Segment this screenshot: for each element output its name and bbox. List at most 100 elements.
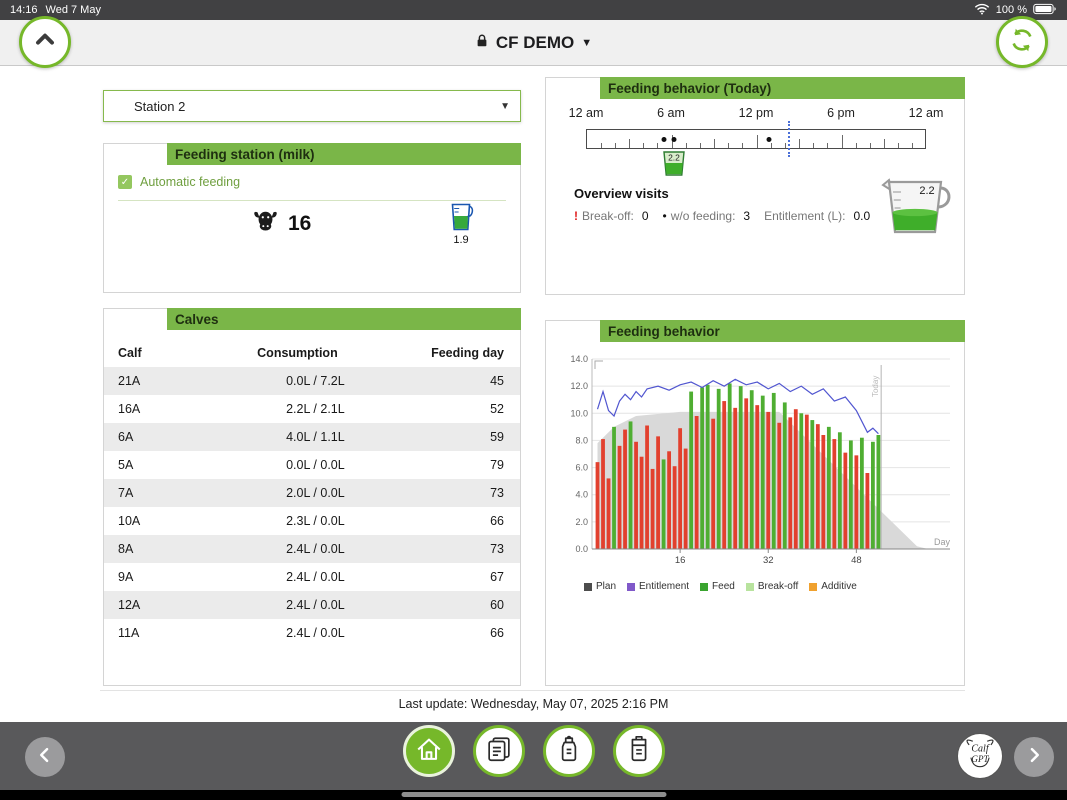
bottle-icon <box>554 734 584 769</box>
refresh-button[interactable] <box>996 16 1048 68</box>
timeline-cup-value: 2.2 <box>668 153 680 163</box>
svg-text:6.0: 6.0 <box>575 463 588 473</box>
entitlement-value: 0.0 <box>853 209 871 223</box>
calves-panel: Calves Calf Consumption Feeding day 21A 0… <box>103 308 521 686</box>
nav-back-button[interactable] <box>25 737 65 777</box>
visit-dot <box>671 137 677 142</box>
behavior-chart-title: Feeding behavior <box>600 320 965 342</box>
svg-text:4.0: 4.0 <box>575 490 588 500</box>
svg-text:Day: Day <box>934 537 951 547</box>
legend-swatch <box>584 582 592 591</box>
timeline-tick <box>728 143 730 148</box>
col-header-calf: Calf <box>118 346 142 360</box>
table-row[interactable]: 21A 0.0L / 7.2L 45 <box>104 367 520 395</box>
svg-text:8.0: 8.0 <box>575 435 588 445</box>
feeding-day-cell: 79 <box>490 458 504 472</box>
timeline-tick <box>770 143 772 148</box>
break-off-label: Break-off: <box>582 209 634 223</box>
timeline-bar <box>586 129 926 149</box>
table-row[interactable]: 12A 2.4L / 0.0L 60 <box>104 591 520 619</box>
svg-text:2.0: 2.0 <box>575 517 588 527</box>
consumption-cell: 0.0L / 7.2L <box>286 374 345 388</box>
chevron-down-icon: ▼ <box>581 36 593 49</box>
nav-forward-button[interactable] <box>1014 737 1054 777</box>
legend-swatch <box>627 582 636 591</box>
timeline-tick <box>898 143 900 148</box>
legend-label: Feed <box>712 581 735 592</box>
timeline-tick <box>912 143 914 148</box>
svg-text:16: 16 <box>675 555 686 566</box>
table-header-row: Calf Consumption Feeding day <box>104 339 520 367</box>
home-indicator[interactable] <box>401 792 666 797</box>
table-row[interactable]: 8A 2.4L / 0.0L 73 <box>104 535 520 563</box>
scroll-top-button[interactable] <box>19 16 71 68</box>
feeding-day-cell: 60 <box>490 598 504 612</box>
entitlement-label: Entitlement (L): <box>764 209 846 223</box>
timeline-tick <box>600 143 602 148</box>
svg-text:Today: Today <box>871 376 880 397</box>
break-off-value: 0 <box>641 209 649 223</box>
checkbox-checked-icon[interactable]: ✓ <box>118 175 132 189</box>
tab-reports[interactable] <box>472 725 525 777</box>
chevron-left-icon <box>35 745 55 770</box>
battery-icon <box>1033 3 1057 18</box>
header: CF DEMO ▼ <box>0 20 1067 66</box>
calf-count-group: 16 <box>252 208 311 240</box>
timeline-tick <box>827 143 829 148</box>
chevron-down-icon: ▼ <box>500 100 510 112</box>
automatic-feeding-label: Automatic feeding <box>140 175 241 189</box>
feeding-day-cell: 67 <box>490 570 504 584</box>
calf-id-cell: 7A <box>118 486 134 500</box>
cow-icon <box>252 208 279 240</box>
legend-label: Plan <box>596 581 617 592</box>
automatic-feeding-toggle[interactable]: ✓ Automatic feeding <box>118 175 240 189</box>
timeline-tick <box>742 143 744 148</box>
timeline-tick <box>699 143 701 148</box>
col-header-feeding-day: Feeding day <box>431 346 504 360</box>
timeline-tick <box>869 143 871 148</box>
bullet-icon: • <box>662 209 667 223</box>
timeline-hour-label: 6 am <box>657 106 685 120</box>
chart-legend: Plan Entitlement Feed Break-off Additive <box>584 581 857 592</box>
legend-swatch <box>809 582 818 591</box>
table-row[interactable]: 9A 2.4L / 0.0L 67 <box>104 563 520 591</box>
table-row[interactable]: 10A 2.3L / 0.0L 66 <box>104 507 520 535</box>
wifi-icon <box>974 3 990 18</box>
feeding-day-cell: 66 <box>490 514 504 528</box>
tab-feeder[interactable] <box>612 725 665 777</box>
station-dropdown-value: Station 2 <box>134 98 186 114</box>
table-row[interactable]: 5A 0.0L / 0.0L 79 <box>104 451 520 479</box>
table-row[interactable]: 16A 2.2L / 2.1L 52 <box>104 395 520 423</box>
bottom-toolbar: Calf GPT <box>0 722 1067 800</box>
table-row[interactable]: 11A 2.4L / 0.0L 66 <box>104 619 520 647</box>
calf-gpt-button[interactable]: Calf GPT <box>957 733 1003 779</box>
station-dropdown[interactable]: Station 2 ▼ <box>103 90 521 122</box>
table-row[interactable]: 7A 2.0L / 0.0L 73 <box>104 479 520 507</box>
refresh-icon <box>1008 26 1036 59</box>
timeline: 2.2 12 am 6 am 12 pm 6 pm 12 am <box>569 106 943 186</box>
svg-text:48: 48 <box>851 555 862 566</box>
svg-text:14.0: 14.0 <box>570 354 588 364</box>
divider <box>118 200 506 201</box>
tab-bottle[interactable] <box>542 725 595 777</box>
feeding-day-cell: 59 <box>490 430 504 444</box>
wo-feeding-value: 3 <box>743 209 751 223</box>
feeding-day-cell: 52 <box>490 402 504 416</box>
feeding-behavior-chart[interactable]: 0.0 2.0 4.0 6.0 8.0 10.0 12.0 14.0 Today 16 32 48 Da… <box>554 349 958 577</box>
page-title: CF DEMO <box>495 32 575 52</box>
table-row[interactable]: 6A 4.0L / 1.1L 59 <box>104 423 520 451</box>
feeding-station-panel-title: Feeding station (milk) <box>167 143 521 165</box>
measuring-cup-icon: 2.2 <box>880 176 952 243</box>
behavior-chart-panel: Feeding behavior 0.0 2.0 4.0 6.0 8.0 10.0 12.0… <box>545 320 965 686</box>
col-header-consumption: Consumption <box>257 346 338 360</box>
farm-selector[interactable]: CF DEMO ▼ <box>0 20 1067 65</box>
calf-id-cell: 5A <box>118 458 134 472</box>
tab-home[interactable] <box>402 725 455 777</box>
consumption-cell: 2.0L / 0.0L <box>286 486 345 500</box>
measuring-cup-value: 2.2 <box>919 185 934 197</box>
calf-id-cell: 21A <box>118 374 141 388</box>
calf-gpt-text-1: Calf <box>971 743 989 754</box>
timeline-tick <box>784 143 786 148</box>
toolbar-tabs <box>402 725 665 777</box>
milk-jug-value: 1.9 <box>453 234 469 246</box>
